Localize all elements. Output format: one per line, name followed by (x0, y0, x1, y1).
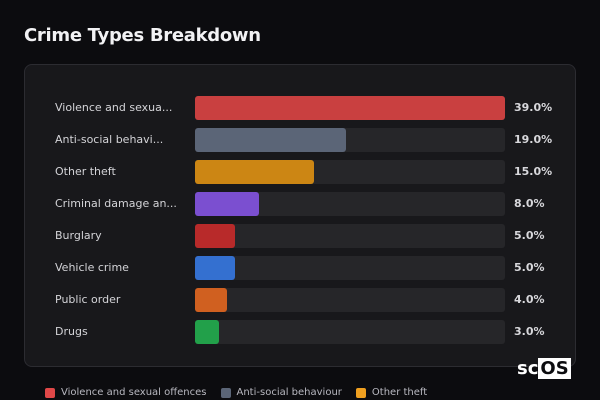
value-label: 5.0% (514, 229, 545, 242)
bar-row: Criminal damage an... 8.0% (25, 192, 575, 216)
category-label: Anti-social behavi... (55, 133, 164, 146)
category-label: Violence and sexua... (55, 101, 173, 114)
legend-item[interactable]: Violence and sexual offences (45, 387, 207, 398)
bar-track (195, 96, 505, 120)
legend-item[interactable]: Anti-social behaviour (220, 387, 342, 398)
legend-swatch (45, 387, 55, 398)
category-label: Criminal damage an... (55, 197, 177, 210)
legend-label: Other theft (371, 387, 428, 398)
legend-item[interactable]: Other theft (355, 387, 428, 398)
value-label: 19.0% (514, 133, 553, 146)
bar-row: Burglary 5.0% (25, 224, 575, 248)
bar[interactable] (195, 96, 505, 120)
legend-label: Violence and sexual offences (61, 387, 207, 398)
bar-row: Vehicle crime 5.0% (25, 256, 575, 280)
watermark-text-b: OS (538, 358, 571, 379)
watermark-logo: sc OS (517, 358, 571, 379)
legend-swatch (220, 387, 231, 398)
bar-track (195, 288, 505, 312)
value-label: 3.0% (514, 325, 545, 338)
watermark-text-a: sc (517, 358, 539, 379)
bar[interactable] (195, 320, 219, 344)
legend: Violence and sexual offences Anti-social … (45, 387, 427, 398)
bar[interactable] (195, 160, 315, 184)
bar[interactable] (195, 192, 259, 216)
category-label: Vehicle crime (55, 261, 129, 274)
bar[interactable] (195, 224, 235, 248)
legend-swatch (355, 387, 366, 398)
category-label: Drugs (55, 325, 88, 338)
category-label: Other theft (55, 165, 116, 178)
chart-title: Crime Types Breakdown (24, 25, 261, 46)
bar-row: Other theft 15.0% (25, 160, 575, 184)
value-label: 39.0% (514, 101, 553, 114)
bar-track (195, 192, 505, 216)
bar-row: Drugs 3.0% (25, 320, 575, 344)
value-label: 15.0% (514, 165, 553, 178)
bar-track (195, 320, 505, 344)
value-label: 8.0% (514, 197, 545, 210)
bar[interactable] (195, 128, 347, 152)
bar-row: Public order 4.0% (25, 288, 575, 312)
bar-track (195, 160, 505, 184)
bar-row: Anti-social behavi... 19.0% (25, 128, 575, 152)
bar-track (195, 224, 505, 248)
legend-label: Anti-social behaviour (236, 387, 342, 398)
chart-panel: Violence and sexua... 39.0% Anti-social b… (24, 64, 576, 367)
bar[interactable] (195, 288, 227, 312)
category-label: Burglary (55, 229, 102, 242)
bar-track (195, 128, 505, 152)
bar[interactable] (195, 256, 235, 280)
bar-track (195, 256, 505, 280)
value-label: 5.0% (514, 261, 545, 274)
value-label: 4.0% (514, 293, 545, 306)
category-label: Public order (55, 293, 121, 306)
bar-row: Violence and sexua... 39.0% (25, 96, 575, 120)
